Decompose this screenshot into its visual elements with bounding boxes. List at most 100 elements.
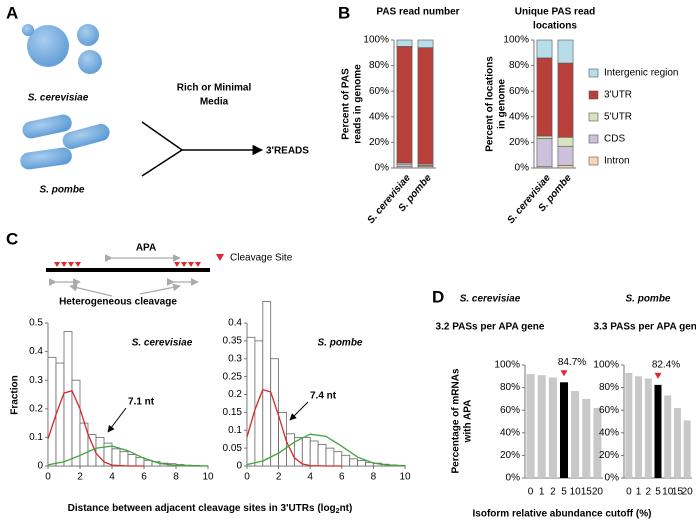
x-tick-label: 10 bbox=[662, 487, 674, 498]
organism-label: S. pombe bbox=[39, 185, 84, 196]
x-axis-label: Isoform relative abundance cutoff (%) bbox=[473, 509, 652, 520]
hist-bar bbox=[349, 458, 359, 467]
panel-label: A bbox=[6, 3, 18, 22]
panel-label: C bbox=[6, 229, 18, 248]
y-tick-label: 0.4 bbox=[29, 346, 43, 357]
x-tick-label: 0 bbox=[45, 472, 51, 483]
hist-bar bbox=[55, 362, 65, 467]
y-tick-label: 0 bbox=[236, 461, 242, 472]
hist-bar bbox=[301, 436, 311, 467]
gene-line bbox=[46, 268, 210, 272]
y-tick-label: 0% bbox=[515, 163, 530, 174]
x-axis-label-sub: 2 bbox=[336, 508, 340, 515]
y-axis-label: Percent of PAS bbox=[341, 68, 352, 140]
hetero-arrows bbox=[48, 278, 199, 297]
x-tick-label: 6 bbox=[141, 472, 147, 483]
hist-bar bbox=[63, 331, 73, 467]
hist-bar bbox=[262, 301, 272, 467]
label-arrow bbox=[560, 370, 568, 377]
x-tick-label: 1 bbox=[636, 487, 642, 498]
x-tick-label: 8 bbox=[173, 472, 179, 483]
y-tick-label: 40% bbox=[599, 427, 619, 438]
bar bbox=[625, 372, 633, 478]
legend-label: CDS bbox=[604, 134, 625, 145]
y-tick-label: 80% bbox=[500, 382, 520, 393]
hist-bar bbox=[325, 447, 335, 467]
legend-swatch bbox=[588, 90, 599, 100]
chart-title: S. pombe bbox=[317, 338, 362, 349]
hist-bar bbox=[127, 454, 137, 467]
x-tick-label: 4 bbox=[109, 472, 115, 483]
y-tick-label: 0% bbox=[375, 163, 390, 174]
x-tick-label: 20 bbox=[682, 487, 694, 498]
bar-segment bbox=[557, 62, 574, 138]
x-tick-label: 10 bbox=[570, 487, 582, 498]
hist-bar bbox=[341, 454, 351, 467]
y-tick-label: 40% bbox=[369, 111, 389, 122]
bar-segment bbox=[557, 136, 574, 147]
y-tick-label: 60% bbox=[599, 405, 619, 416]
y-tick-label: 0.4 bbox=[228, 318, 242, 329]
x-tick-label: 2 bbox=[77, 472, 83, 483]
organism-label: S. cerevisiae bbox=[28, 93, 89, 104]
y-tick-label: 80% bbox=[599, 382, 619, 393]
y-tick-label: 0.05 bbox=[223, 443, 243, 454]
bar bbox=[571, 390, 580, 478]
panel-label: B bbox=[338, 3, 350, 22]
annotation-arrow bbox=[289, 401, 309, 421]
curve bbox=[246, 388, 342, 467]
bar-segment bbox=[417, 39, 434, 48]
legend-swatch bbox=[588, 134, 599, 144]
x-tick-label: 0 bbox=[528, 487, 534, 498]
label-arrow bbox=[654, 372, 662, 379]
y-tick-label: 0.5 bbox=[29, 318, 43, 329]
chart-title: PAS read number bbox=[376, 7, 459, 18]
curve bbox=[246, 433, 406, 467]
bar-segment bbox=[396, 163, 413, 168]
bar-segment bbox=[557, 145, 574, 166]
hist-bar bbox=[309, 440, 319, 467]
y-tick-label: 20% bbox=[500, 450, 520, 461]
x-tick-label: 5 bbox=[655, 487, 661, 498]
legend-label: 3'UTR bbox=[604, 90, 632, 101]
x-tick-label: 8 bbox=[371, 472, 377, 483]
y-tick-label: 0.3 bbox=[228, 353, 242, 364]
bar bbox=[559, 382, 569, 478]
bar bbox=[664, 395, 672, 478]
legend-swatch bbox=[588, 112, 599, 122]
x-tick-label: 5 bbox=[561, 487, 567, 498]
y-tick-label: 100% bbox=[503, 35, 529, 46]
y-tick-label: 60% bbox=[500, 405, 520, 416]
x-tick-label: 0 bbox=[626, 487, 632, 498]
hist-bar bbox=[357, 460, 366, 467]
y-tick-label: 80% bbox=[509, 60, 529, 71]
value-label: 82.4% bbox=[652, 360, 680, 371]
x-tick-label: 1 bbox=[539, 487, 545, 498]
bar-segment bbox=[396, 39, 413, 47]
hist-bar bbox=[111, 448, 121, 467]
y-axis-label: with APA bbox=[463, 400, 474, 444]
annotation-arrow bbox=[107, 407, 127, 433]
cleavage-sites bbox=[54, 254, 224, 267]
bar bbox=[548, 377, 557, 478]
hist-bar bbox=[119, 451, 129, 467]
bar bbox=[526, 374, 535, 478]
bar bbox=[673, 407, 681, 478]
y-tick-label: 0 bbox=[37, 461, 43, 472]
chart-title: locations bbox=[533, 21, 577, 32]
hist-bar bbox=[317, 444, 327, 467]
legend-label: 5'UTR bbox=[604, 112, 632, 123]
y-tick-label: 40% bbox=[509, 111, 529, 122]
x-tick-label: 10 bbox=[202, 472, 214, 483]
y-tick-label: 20% bbox=[599, 450, 619, 461]
hist-bar bbox=[246, 336, 256, 467]
y-tick-label: 40% bbox=[500, 427, 520, 438]
y-tick-label: 0.2 bbox=[228, 389, 242, 400]
y-tick-label: 60% bbox=[509, 86, 529, 97]
hist-bar bbox=[135, 457, 145, 467]
apa-label: APA bbox=[136, 243, 156, 254]
converge-lines bbox=[141, 121, 184, 177]
y-tick-label: 100% bbox=[363, 35, 389, 46]
media-label: Rich or Minimal bbox=[177, 83, 252, 94]
x-tick-label: 2 bbox=[550, 487, 556, 498]
